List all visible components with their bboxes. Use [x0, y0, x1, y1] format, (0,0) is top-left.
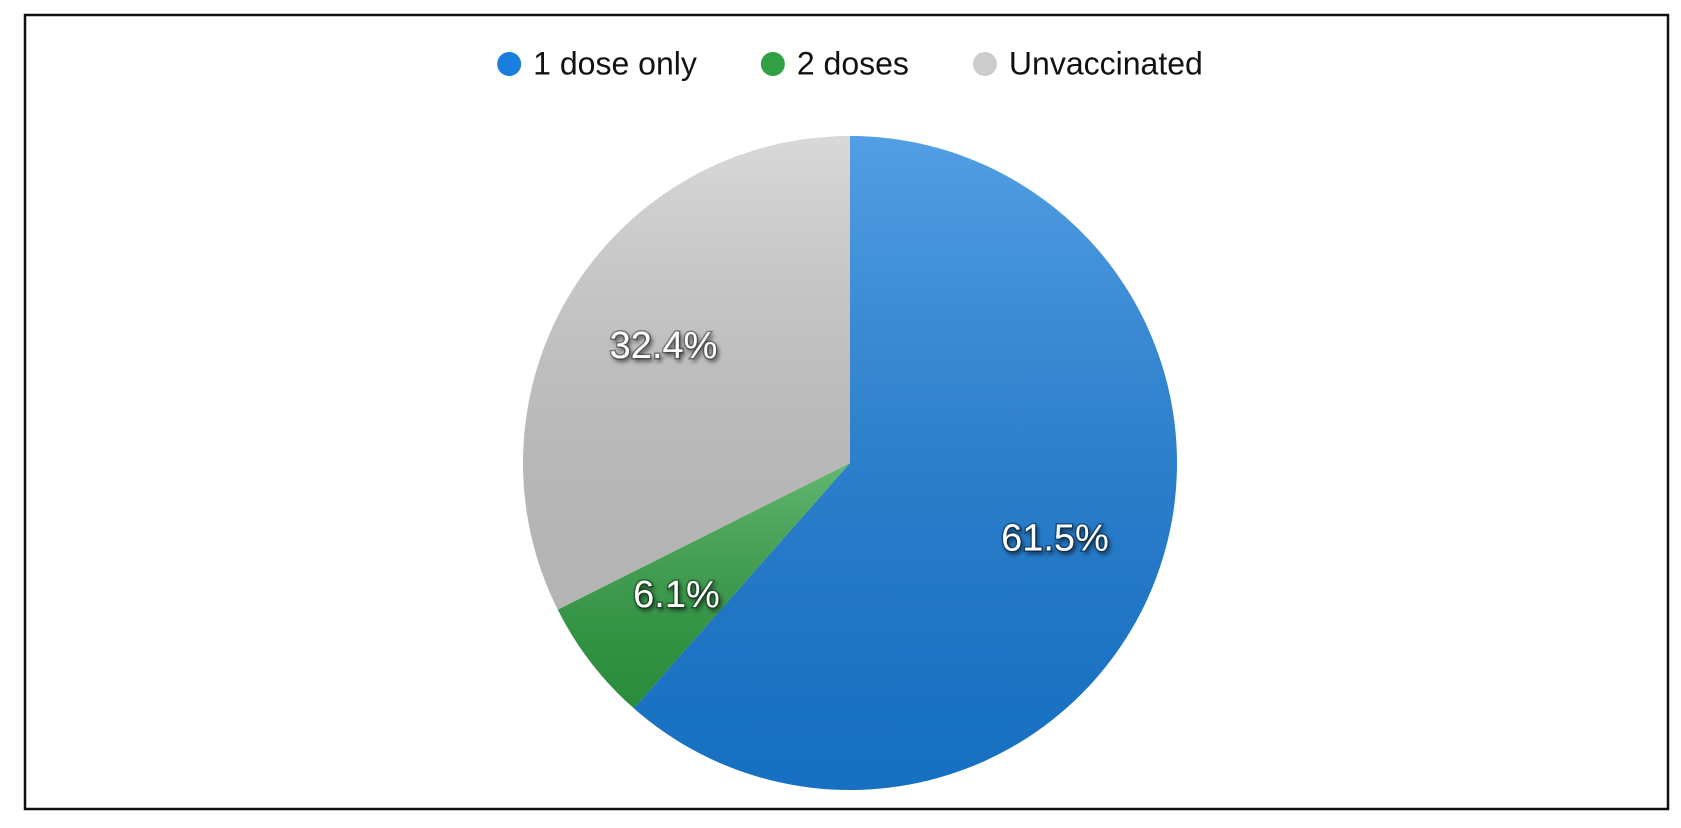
slice-label: 32.4%: [610, 325, 718, 367]
legend-label: 2 doses: [797, 45, 909, 81]
legend: 1 dose only 2 doses Unvaccinated: [497, 45, 1203, 81]
legend-marker: [497, 52, 522, 76]
legend-label: Unvaccinated: [1009, 45, 1203, 81]
legend-item: 2 doses: [760, 45, 909, 81]
legend-item: 1 dose only: [497, 45, 697, 81]
slice-label: 6.1%: [633, 574, 720, 616]
legend-marker: [760, 52, 785, 76]
slice-label: 61.5%: [1001, 517, 1109, 559]
slice-shade: [523, 136, 850, 610]
pie: 61.5% 6.1% 32.4%: [523, 136, 1177, 790]
legend-item: Unvaccinated: [972, 45, 1203, 81]
slice-shade: [633, 136, 1177, 790]
legend-label: 1 dose only: [533, 45, 697, 81]
legend-marker: [972, 52, 997, 76]
slice-shade: [557, 463, 850, 709]
